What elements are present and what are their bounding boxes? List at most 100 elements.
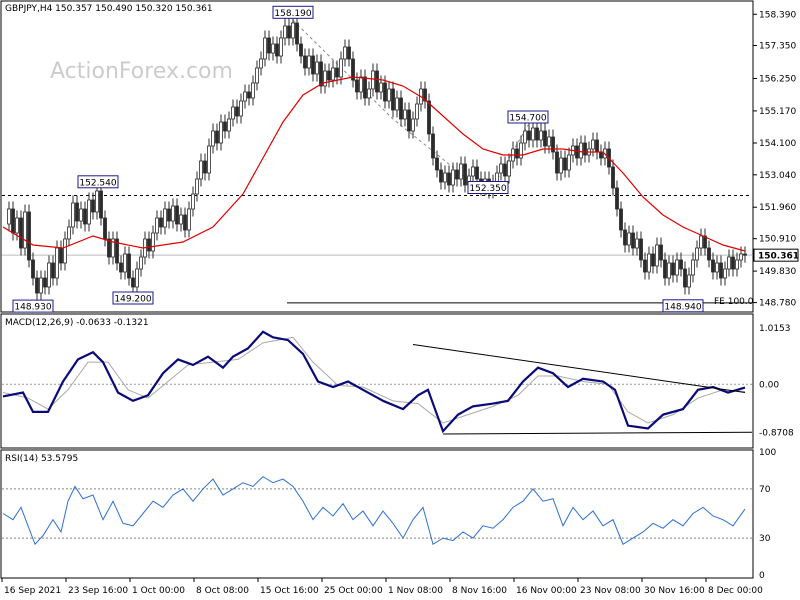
price-label-box bbox=[507, 110, 549, 124]
candle-body bbox=[203, 160, 207, 174]
price-label-text: 149.200 bbox=[114, 295, 151, 305]
price-tick-label: 149.830 bbox=[759, 267, 796, 277]
candle-body bbox=[447, 172, 451, 186]
candle-body bbox=[319, 61, 323, 87]
candle-body bbox=[167, 208, 171, 222]
candle-body bbox=[727, 256, 731, 270]
candle-body bbox=[359, 76, 363, 93]
candle-body bbox=[95, 190, 99, 213]
candle-body bbox=[531, 127, 535, 141]
candle-body bbox=[415, 103, 419, 120]
candle-body bbox=[423, 88, 427, 102]
candle-body bbox=[59, 247, 63, 264]
candle-body bbox=[659, 244, 663, 261]
price-label-box bbox=[77, 175, 119, 189]
candle-body bbox=[207, 145, 211, 174]
candle-body bbox=[15, 217, 19, 234]
candle-body bbox=[575, 145, 579, 159]
candle-body bbox=[619, 208, 623, 231]
candle-body bbox=[135, 268, 139, 288]
candle-body bbox=[83, 208, 87, 225]
candle-body bbox=[635, 238, 639, 249]
price-label-text: 154.700 bbox=[509, 114, 546, 124]
rsi-tick-label: 100 bbox=[759, 448, 776, 458]
rsi-layer bbox=[2, 475, 752, 546]
candle-body bbox=[715, 262, 719, 273]
candle-body bbox=[187, 208, 191, 231]
candle-body bbox=[639, 238, 643, 261]
time-tick-label: 8 Nov 16:00 bbox=[452, 586, 507, 596]
candle-body bbox=[687, 274, 691, 288]
candle-body bbox=[19, 217, 23, 249]
time-tick-label: 16 Sep 2021 bbox=[4, 586, 61, 596]
candle-body bbox=[159, 217, 163, 228]
candle-body bbox=[427, 100, 431, 135]
candle-body bbox=[643, 259, 647, 273]
candle-body bbox=[523, 130, 527, 144]
candle-body bbox=[503, 163, 507, 177]
candle-body bbox=[223, 121, 227, 132]
macd-trendline-lower bbox=[442, 431, 753, 435]
candle-body bbox=[627, 232, 631, 246]
macd-panel-title: MACD(12,26,9) -0.0633 -0.1321 bbox=[5, 318, 149, 328]
candle-body bbox=[623, 229, 627, 246]
candle-body bbox=[631, 232, 635, 249]
candle-body bbox=[183, 214, 187, 231]
price-tick-label: 148.780 bbox=[759, 299, 796, 309]
candle-body bbox=[79, 208, 83, 222]
candle-body bbox=[555, 151, 559, 174]
candle-body bbox=[387, 88, 391, 102]
candle-body bbox=[699, 235, 703, 249]
candle-body bbox=[599, 151, 603, 159]
candle-body bbox=[99, 190, 103, 219]
candle-body bbox=[255, 67, 259, 84]
candle-body bbox=[507, 160, 511, 177]
candle-body bbox=[175, 205, 179, 225]
axis-layer: 158.390 157.350 156.250 155.170 154.100 153.0… bbox=[1, 10, 799, 596]
price-tick-label: 153.040 bbox=[759, 171, 796, 181]
candle-body bbox=[139, 256, 143, 270]
candle-body bbox=[115, 238, 119, 264]
price-label-text: 152.540 bbox=[79, 178, 116, 188]
current-price-box bbox=[753, 248, 799, 262]
candle-body bbox=[47, 262, 51, 288]
candle-body bbox=[163, 208, 167, 228]
candle-body bbox=[239, 100, 243, 117]
time-tick-label: 16 Nov 00:00 bbox=[516, 586, 577, 596]
moving-average-line bbox=[2, 76, 746, 252]
candle-body bbox=[303, 55, 307, 69]
candle-body bbox=[191, 193, 195, 210]
candle-body bbox=[71, 202, 75, 228]
time-tick-label: 25 Oct 00:00 bbox=[324, 586, 383, 596]
candle-body bbox=[327, 70, 331, 81]
rsi-line bbox=[2, 475, 746, 546]
candle-body bbox=[315, 61, 319, 75]
candle-body bbox=[295, 22, 299, 45]
candle-body bbox=[495, 172, 499, 183]
candle-body bbox=[283, 25, 287, 39]
candle-body bbox=[123, 253, 127, 273]
candle-body bbox=[87, 199, 91, 225]
candle-body bbox=[735, 259, 739, 270]
price-label-text: 158.190 bbox=[274, 9, 311, 19]
candle-body bbox=[263, 37, 267, 60]
price-label-box bbox=[662, 299, 704, 313]
candle-body bbox=[227, 118, 231, 132]
rsi-panel-title: RSI(14) 53.5795 bbox=[5, 454, 78, 464]
time-tick-label: 8 Oct 08:00 bbox=[196, 586, 249, 596]
candle-body bbox=[7, 208, 11, 225]
price-tick-label: 155.170 bbox=[759, 107, 796, 117]
candle-body bbox=[655, 244, 659, 267]
candle-body bbox=[379, 82, 383, 93]
candle-body bbox=[267, 37, 271, 54]
candle-body bbox=[667, 262, 671, 279]
candle-body bbox=[251, 82, 255, 99]
candle-body bbox=[691, 259, 695, 276]
price-tick-label: 156.250 bbox=[759, 75, 796, 85]
candle-body bbox=[179, 214, 183, 225]
candle-body bbox=[299, 43, 303, 57]
candle-body bbox=[127, 253, 131, 279]
candle-body bbox=[579, 142, 583, 159]
candle-body bbox=[91, 199, 95, 213]
candle-body bbox=[595, 139, 599, 153]
